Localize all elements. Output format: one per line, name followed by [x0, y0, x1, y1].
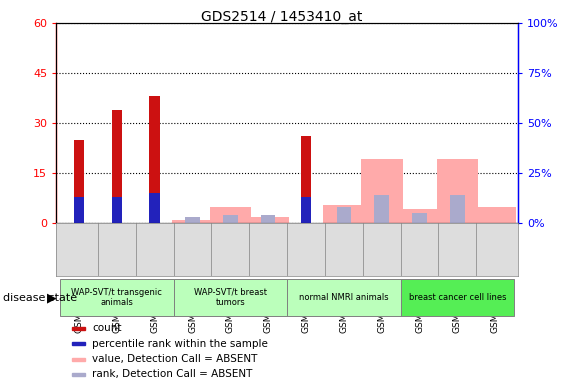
FancyBboxPatch shape: [287, 279, 401, 316]
Bar: [150, 193, 160, 223]
Text: percentile rank within the sample: percentile rank within the sample: [92, 339, 268, 349]
Bar: [301, 136, 311, 223]
Text: normal NMRI animals: normal NMRI animals: [299, 293, 388, 302]
Bar: [412, 213, 427, 223]
Bar: [475, 207, 516, 223]
Text: rank, Detection Call = ABSENT: rank, Detection Call = ABSENT: [92, 369, 253, 379]
Bar: [72, 373, 84, 376]
Bar: [261, 215, 275, 223]
Text: GDS2514 / 1453410_at: GDS2514 / 1453410_at: [201, 10, 362, 23]
Bar: [209, 207, 251, 223]
Bar: [185, 217, 200, 223]
Text: WAP-SVT/t breast
tumors: WAP-SVT/t breast tumors: [194, 288, 267, 307]
Bar: [337, 207, 351, 223]
Bar: [361, 159, 403, 223]
Text: breast cancer cell lines: breast cancer cell lines: [409, 293, 506, 302]
Bar: [72, 358, 84, 361]
Bar: [72, 327, 84, 330]
Bar: [72, 342, 84, 345]
Bar: [150, 96, 160, 223]
Bar: [172, 220, 213, 223]
Bar: [436, 159, 478, 223]
Text: value, Detection Call = ABSENT: value, Detection Call = ABSENT: [92, 354, 258, 364]
Text: ▶: ▶: [47, 291, 56, 304]
Bar: [374, 195, 389, 223]
Bar: [450, 195, 464, 223]
Bar: [111, 197, 122, 223]
FancyBboxPatch shape: [173, 279, 287, 316]
FancyBboxPatch shape: [60, 279, 173, 316]
Bar: [74, 197, 84, 223]
Text: count: count: [92, 323, 122, 333]
FancyBboxPatch shape: [401, 279, 514, 316]
Bar: [323, 205, 365, 223]
Bar: [111, 109, 122, 223]
Text: WAP-SVT/t transgenic
animals: WAP-SVT/t transgenic animals: [72, 288, 162, 307]
Bar: [399, 209, 440, 223]
Bar: [223, 215, 238, 223]
Bar: [74, 139, 84, 223]
Bar: [247, 217, 289, 223]
Text: disease state: disease state: [3, 293, 77, 303]
Bar: [301, 197, 311, 223]
